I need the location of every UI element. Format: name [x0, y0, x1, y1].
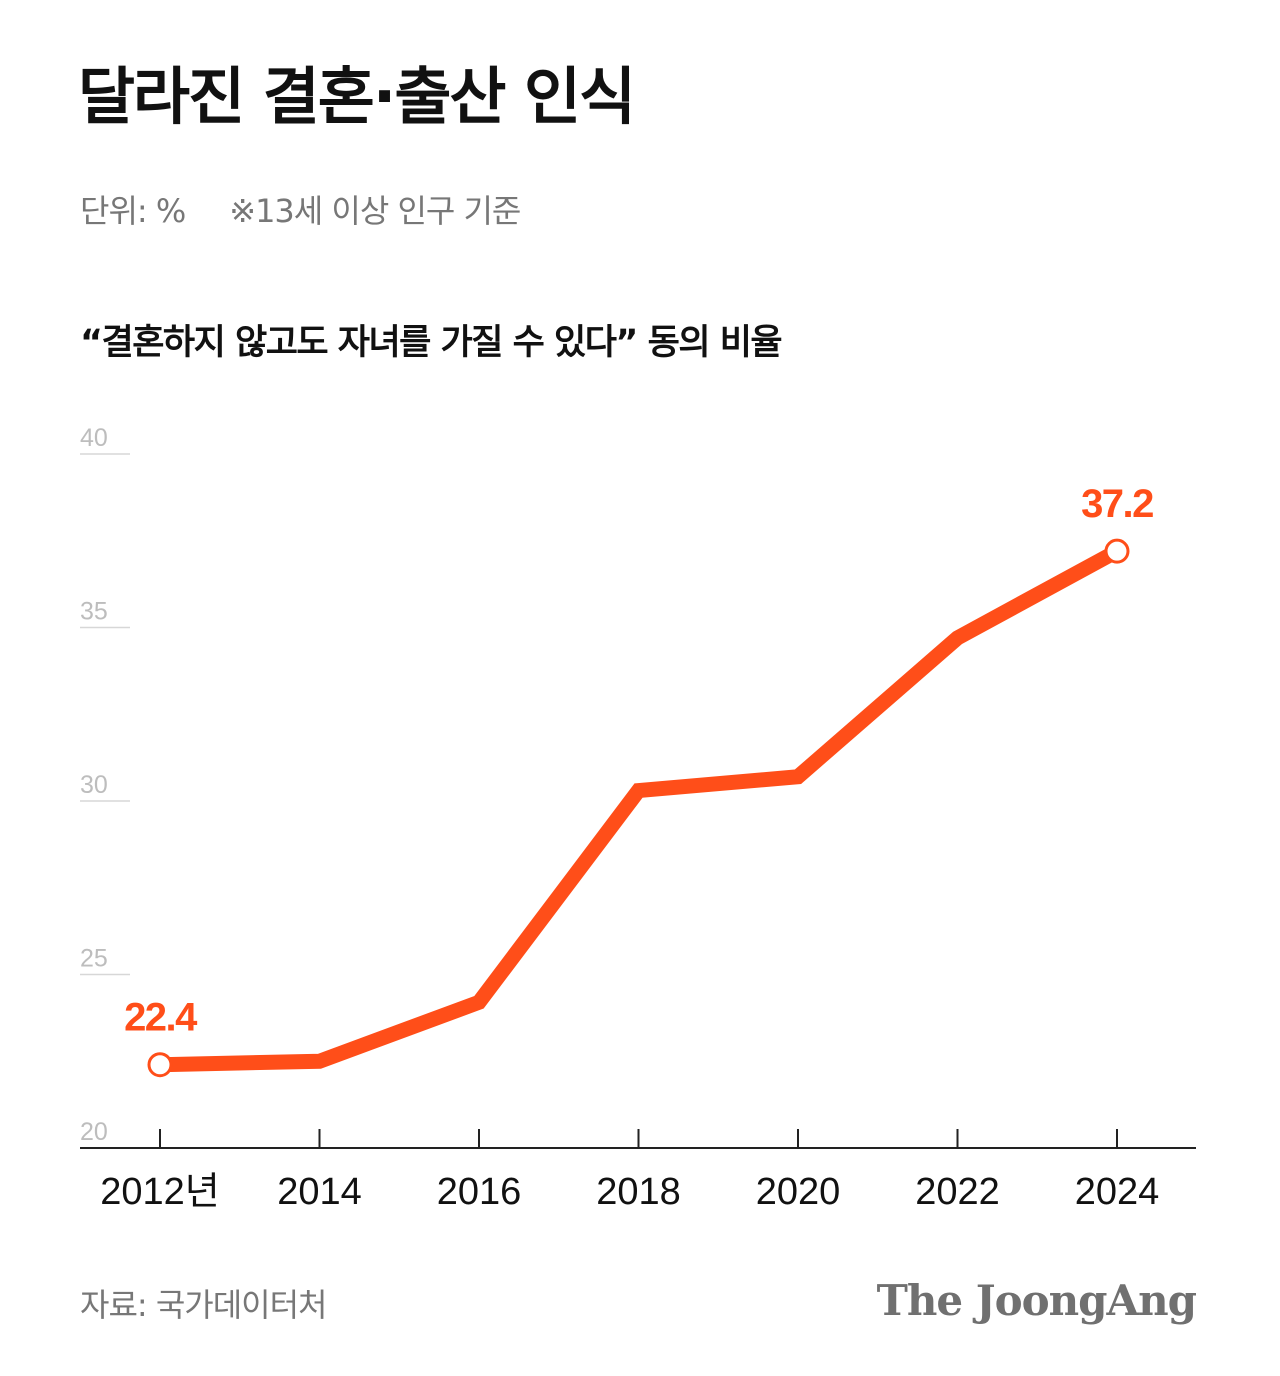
source-label: 자료: 국가데이터처: [80, 1286, 327, 1324]
data-point-0: [147, 1052, 173, 1078]
data-point-6: [1104, 538, 1130, 564]
y-tick-label-20: 20: [80, 1118, 108, 1146]
chart-meta: 단위: % ※13세 이상 인구 기준: [80, 186, 521, 232]
x-tick-label-1: 2014: [277, 1171, 362, 1213]
y-tick-label-25: 25: [80, 945, 108, 973]
x-tick-label-0: 2012년: [100, 1171, 220, 1213]
chart-subtitle: “결혼하지 않고도 자녀를 가질 수 있다” 동의 비율: [80, 323, 783, 363]
y-tick-label-30: 30: [80, 771, 108, 799]
x-tick-label-2: 2016: [437, 1171, 522, 1213]
x-tick-label-6: 2024: [1075, 1171, 1160, 1213]
x-tick-label-5: 2022: [915, 1171, 1000, 1213]
data-label-6: 37.2: [1081, 482, 1153, 526]
x-tick-label-4: 2020: [756, 1171, 841, 1213]
x-tick-label-3: 2018: [596, 1171, 681, 1213]
unit-label: 단위: %: [80, 192, 186, 230]
chart-title: 달라진 결혼·출산 인식: [78, 60, 636, 133]
population-note: ※13세 이상 인구 기준: [229, 192, 521, 230]
joongang-logo: The JoongAng: [876, 1276, 1197, 1325]
y-tick-label-40: 40: [80, 424, 108, 452]
data-label-0: 22.4: [124, 996, 198, 1040]
y-tick-label-35: 35: [80, 598, 108, 626]
series-line: [159, 544, 1121, 1073]
